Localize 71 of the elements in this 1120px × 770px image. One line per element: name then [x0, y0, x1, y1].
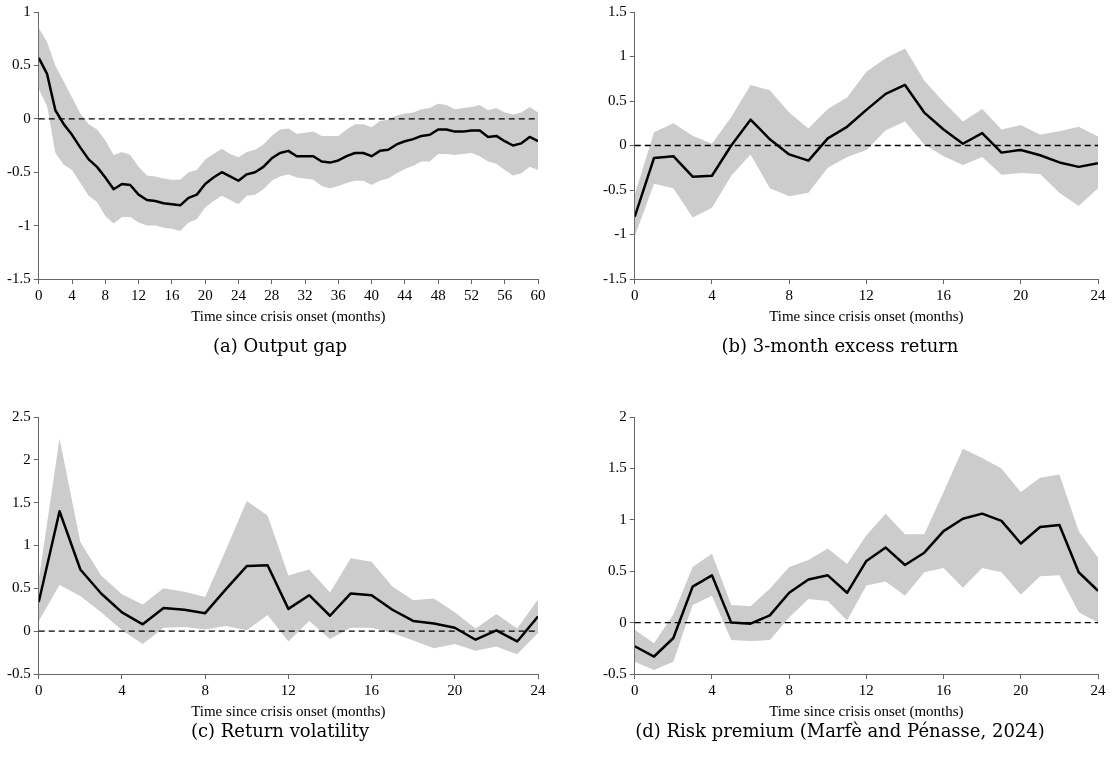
x-tick-label: 44 — [397, 286, 413, 303]
x-tick-label: 12 — [858, 286, 874, 303]
x-tick-label: 52 — [463, 286, 479, 303]
y-tick-label: 0 — [619, 613, 627, 630]
y-tick-label: 0 — [23, 622, 31, 639]
x-tick-label: 48 — [430, 286, 446, 303]
x-tick-label: 56 — [497, 286, 513, 303]
x-tick-label: 20 — [447, 681, 463, 698]
y-tick-label: 0 — [23, 109, 31, 126]
y-tick-label: 0.5 — [12, 56, 31, 73]
x-tick-label: 4 — [68, 286, 77, 303]
y-tick-label: -0.5 — [603, 180, 627, 197]
x-tick-label: 28 — [264, 286, 280, 303]
y-tick-label: 1.5 — [608, 2, 627, 19]
x-tick-label: 16 — [164, 286, 180, 303]
text: (d) Risk premium (Marfè and Pénasse, 2024) — [634, 720, 1046, 741]
y-tick-label: -1.5 — [603, 269, 627, 286]
y-tick-label: 1 — [23, 2, 31, 19]
y-tick-label: 0.5 — [608, 562, 627, 579]
x-tick-label: 0 — [35, 681, 43, 698]
x-axis-title: Time since crisis onset (months) — [769, 702, 964, 720]
x-axis-title: Time since crisis onset (months) — [191, 702, 386, 720]
x-tick-label: 4 — [118, 681, 127, 698]
x-tick-label: 12 — [858, 681, 874, 698]
y-tick-label: -0.5 — [603, 664, 627, 681]
y-tick-label: -0.5 — [7, 664, 31, 681]
x-tick-label: 40 — [364, 286, 380, 303]
x-tick-label: 4 — [708, 286, 717, 303]
x-tick-label: 32 — [297, 286, 313, 303]
y-tick-label: 1 — [619, 510, 627, 527]
x-tick-label: 24 — [230, 286, 247, 303]
x-tick-label: 24 — [1090, 286, 1106, 303]
x-tick-label: 0 — [631, 681, 639, 698]
y-tick-label: 1.5 — [12, 493, 31, 510]
x-axis-title: Time since crisis onset (months) — [769, 307, 964, 325]
x-tick-label: 20 — [1013, 286, 1029, 303]
x-tick-label: 20 — [197, 286, 213, 303]
y-tick-label: 1 — [23, 536, 31, 553]
x-tick-label: 60 — [530, 286, 546, 303]
y-tick-label: -0.5 — [7, 163, 31, 180]
x-tick-label: 12 — [280, 681, 296, 698]
y-tick-label: 2 — [23, 450, 31, 467]
x-tick-label: 16 — [936, 681, 952, 698]
y-tick-label: 1 — [619, 47, 627, 64]
x-tick-label: 24 — [1090, 681, 1106, 698]
x-tick-label: 8 — [201, 681, 209, 698]
x-tick-label: 8 — [785, 681, 793, 698]
text: (c) Return volatility — [189, 720, 371, 741]
x-tick-label: 16 — [364, 681, 380, 698]
x-tick-label: 8 — [785, 286, 793, 303]
x-tick-label: 0 — [35, 286, 43, 303]
x-tick-label: 0 — [631, 286, 639, 303]
x-tick-label: 16 — [936, 286, 952, 303]
x-tick-label: 24 — [530, 681, 546, 698]
y-tick-label: 0.5 — [608, 91, 627, 108]
y-tick-label: 1.5 — [608, 459, 627, 476]
x-tick-label: 36 — [330, 286, 347, 303]
y-tick-label: -1 — [18, 216, 31, 233]
y-tick-label: 2 — [619, 407, 627, 424]
x-tick-label: 4 — [708, 681, 717, 698]
text: (b) 3-month excess return — [720, 335, 960, 356]
y-tick-label: -1 — [614, 225, 627, 242]
text: (a) Output gap — [212, 335, 348, 356]
x-tick-label: 8 — [101, 286, 110, 303]
x-axis-title: Time since crisis onset (months) — [191, 307, 386, 325]
y-tick-label: -1.5 — [7, 269, 31, 286]
y-tick-label: 2.5 — [12, 407, 31, 424]
x-tick-label: 20 — [1013, 681, 1029, 698]
y-tick-label: 0.5 — [12, 579, 31, 596]
y-tick-label: 0 — [619, 136, 627, 153]
x-tick-label: 12 — [131, 286, 147, 303]
